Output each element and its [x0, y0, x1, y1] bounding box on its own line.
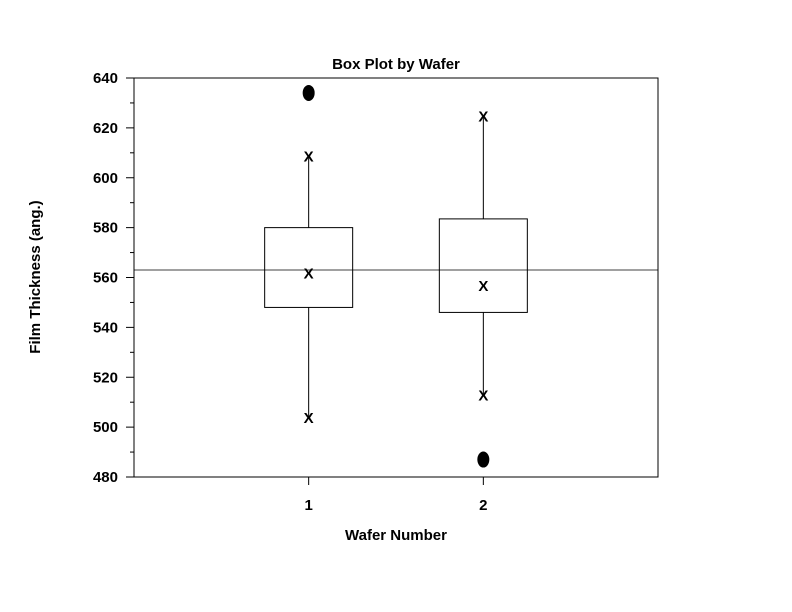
- whisker-low-marker: X: [304, 410, 314, 427]
- x-tick-label: 1: [304, 497, 312, 514]
- x-tick-label: 2: [479, 497, 487, 514]
- box-q1-q3: [264, 227, 354, 308]
- y-tick-label: 580: [93, 220, 118, 237]
- whisker-high-marker: X: [304, 148, 314, 165]
- y-tick-label: 480: [93, 469, 118, 486]
- plot-area: 480 500 520 540 560 580 600 620 640 1 2 X X X X X X: [93, 70, 658, 514]
- x-axis-label: Wafer Number: [345, 527, 447, 544]
- whisker-high-marker: X: [478, 108, 488, 125]
- y-axis-label: Film Thickness (ang.): [27, 200, 44, 353]
- y-tick-label: 640: [93, 70, 118, 87]
- y-tick-label: 620: [93, 120, 118, 137]
- y-tick-label: 600: [93, 170, 118, 187]
- outlier-point: [477, 451, 490, 468]
- y-tick-label: 520: [93, 369, 118, 386]
- median-marker: X: [304, 266, 314, 283]
- y-tick-label: 560: [93, 270, 118, 287]
- outlier-point: [302, 84, 315, 101]
- y-tick-label: 540: [93, 319, 118, 336]
- chart-title: Box Plot by Wafer: [332, 56, 460, 73]
- y-tick-label: 500: [93, 419, 118, 436]
- whisker-low-marker: X: [478, 388, 488, 405]
- median-marker: X: [478, 278, 488, 295]
- box-q1-q3: [438, 218, 528, 313]
- plot-frame: [133, 77, 659, 478]
